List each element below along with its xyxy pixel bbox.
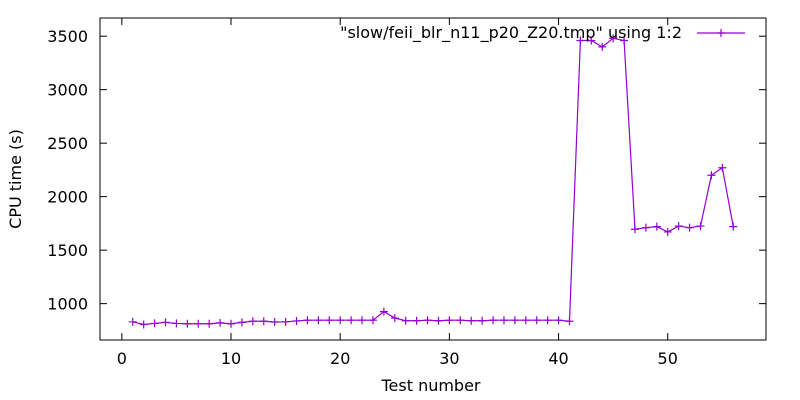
y-tick-label: 1000 <box>47 295 88 314</box>
data-point <box>620 36 629 45</box>
data-point <box>259 317 268 326</box>
y-tick-label: 2000 <box>47 188 88 207</box>
data-point <box>489 316 498 325</box>
x-tick-label: 40 <box>548 349 568 368</box>
y-tick-label: 3500 <box>47 27 88 46</box>
data-point <box>412 316 421 325</box>
data-point <box>652 222 661 231</box>
data-point <box>358 316 367 325</box>
data-point <box>150 319 159 328</box>
y-axis: 1000 1500 2000 2500 3000 3500 <box>47 27 766 314</box>
data-point <box>565 317 574 326</box>
x-tick-label: 20 <box>330 349 350 368</box>
y-tick-label: 1500 <box>47 241 88 260</box>
data-point <box>543 316 552 325</box>
data-point <box>445 316 454 325</box>
legend-label: "slow/feii_blr_n11_p20_Z20.tmp" using 1:… <box>340 23 682 43</box>
data-point <box>587 36 596 45</box>
data-point <box>641 223 650 232</box>
data-point <box>576 36 585 45</box>
series-layer <box>128 34 738 329</box>
data-point <box>314 316 323 325</box>
data-point <box>718 163 727 172</box>
legend-marker <box>717 29 725 37</box>
data-point <box>128 317 137 326</box>
data-point <box>139 320 148 329</box>
data-point <box>423 316 432 325</box>
x-tick-label: 30 <box>439 349 459 368</box>
data-point <box>194 319 203 328</box>
data-point <box>237 318 246 327</box>
data-point <box>336 316 345 325</box>
data-point <box>368 316 377 325</box>
data-point <box>554 316 563 325</box>
data-point <box>707 171 716 180</box>
x-axis: 0 10 20 30 40 50 <box>117 18 678 368</box>
data-point <box>521 316 530 325</box>
y-tick-label: 2500 <box>47 134 88 153</box>
data-point <box>347 316 356 325</box>
data-point <box>248 317 257 326</box>
legend: "slow/feii_blr_n11_p20_Z20.tmp" using 1:… <box>340 23 745 43</box>
data-point <box>674 222 683 231</box>
x-tick-label: 10 <box>221 349 241 368</box>
data-point <box>532 316 541 325</box>
data-point <box>390 314 399 323</box>
data-point <box>281 317 290 326</box>
data-point <box>598 42 607 51</box>
data-point <box>696 222 705 231</box>
data-point <box>510 316 519 325</box>
data-point <box>216 318 225 327</box>
y-axis-label: CPU time (s) <box>6 129 25 229</box>
data-point <box>303 316 312 325</box>
data-point <box>292 316 301 325</box>
data-point <box>456 316 465 325</box>
data-point <box>729 222 738 231</box>
plot-frame <box>99 17 767 341</box>
data-point <box>630 225 639 234</box>
x-tick-label: 0 <box>117 349 127 368</box>
legend-sample <box>697 29 745 37</box>
data-point <box>609 34 618 43</box>
data-point <box>270 318 279 327</box>
data-point <box>325 316 334 325</box>
series-line <box>132 37 734 326</box>
data-point <box>467 316 476 325</box>
data-point <box>172 319 181 328</box>
x-axis-label: Test number <box>380 376 480 395</box>
data-point <box>685 223 694 232</box>
y-tick-label: 3000 <box>47 81 88 100</box>
data-point <box>434 316 443 325</box>
data-point <box>401 316 410 325</box>
data-point <box>161 318 170 327</box>
x-tick-label: 50 <box>658 349 678 368</box>
data-point <box>183 319 192 328</box>
data-point <box>499 316 508 325</box>
data-point <box>205 319 214 328</box>
data-point <box>663 227 672 236</box>
data-point <box>227 319 236 328</box>
data-point <box>478 316 487 325</box>
data-point <box>379 307 388 316</box>
